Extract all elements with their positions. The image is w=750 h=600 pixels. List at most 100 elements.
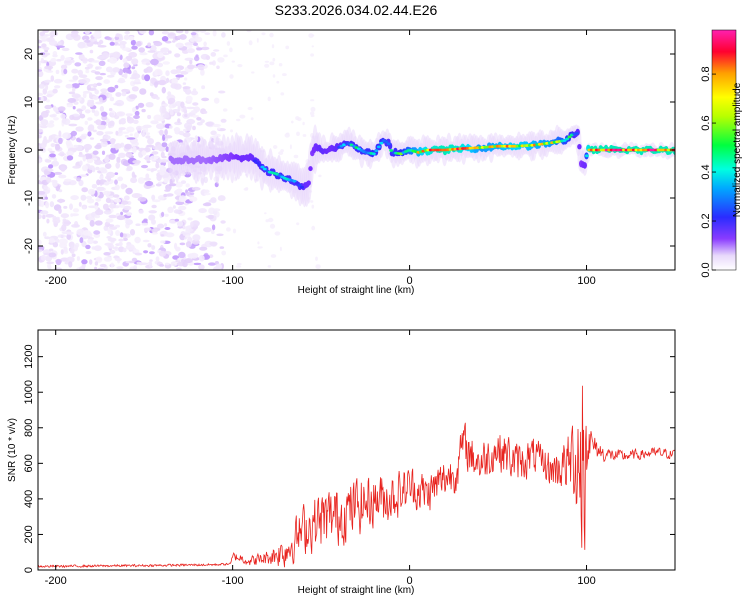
noise-blob (60, 249, 64, 255)
noise-blob (232, 228, 237, 234)
noise-blob (89, 92, 93, 98)
colorbar-label: Normalized spectral amplitude (732, 82, 743, 217)
noise-blob (84, 31, 90, 35)
noise-blob (268, 217, 274, 223)
noise-blob (182, 106, 187, 113)
noise-blob (47, 262, 52, 270)
noise-blob (74, 62, 82, 67)
noise-blob (59, 198, 63, 204)
noise-blob (175, 74, 185, 78)
noise-blob (99, 263, 107, 268)
noise-blob (40, 142, 47, 149)
noise-blob (195, 54, 199, 58)
y-tick-label: 800 (23, 419, 35, 437)
noise-blob (87, 238, 94, 244)
noise-blob (106, 224, 115, 227)
noise-blob (135, 105, 139, 110)
noise-blob (210, 52, 217, 57)
noise-blob (115, 92, 122, 97)
noise-blob (131, 66, 136, 70)
noise-blob (148, 30, 155, 36)
noise-blob (94, 266, 98, 270)
noise-blob (94, 245, 102, 252)
noise-blob (69, 248, 75, 254)
noise-blob (86, 198, 95, 204)
noise-blob (189, 60, 193, 65)
noise-blob (115, 162, 120, 169)
noise-blob (160, 234, 165, 237)
noise-blob (114, 184, 120, 191)
noise-blob (269, 32, 274, 38)
noise-blob (58, 174, 67, 179)
noise-blob (48, 40, 58, 46)
noise-blob (99, 97, 103, 103)
noise-blob (237, 64, 243, 68)
noise-blob (175, 42, 184, 48)
noise-blob (96, 131, 104, 136)
noise-blob (184, 57, 194, 61)
noise-blob (118, 241, 123, 247)
ridge-core (252, 159, 257, 163)
noise-blob (201, 97, 210, 102)
noise-blob (132, 119, 139, 125)
noise-blob (184, 114, 188, 118)
noise-blob (66, 155, 74, 161)
noise-blob (150, 58, 159, 66)
noise-blob (251, 71, 255, 74)
noise-blob (126, 126, 135, 133)
noise-blob (185, 95, 193, 103)
noise-blob (217, 127, 221, 130)
noise-blob (38, 158, 42, 164)
noise-blob (123, 62, 130, 68)
noise-blob (147, 138, 154, 145)
noise-blob (57, 41, 62, 47)
noise-blob (216, 233, 224, 237)
noise-blob (79, 237, 84, 244)
noise-blob (92, 157, 98, 161)
noise-blob (149, 92, 154, 97)
noise-blob (86, 195, 92, 200)
noise-blob (103, 79, 111, 84)
noise-blob (99, 105, 104, 112)
noise-blob (72, 208, 80, 213)
noise-blob (68, 91, 76, 95)
noise-blob (87, 99, 93, 103)
noise-blob (116, 215, 126, 221)
noise-blob (113, 198, 122, 203)
noise-blob (114, 84, 119, 89)
noise-blob (156, 96, 160, 100)
y-tick-label: 1200 (23, 344, 35, 368)
noise-blob (87, 117, 93, 121)
noise-blob (190, 110, 197, 114)
noise-blob (218, 90, 226, 94)
noise-blob (72, 87, 76, 93)
noise-blob (109, 249, 116, 254)
noise-blob (54, 238, 60, 244)
noise-blob (147, 42, 152, 47)
noise-blob (108, 108, 113, 112)
noise-blob (295, 116, 300, 121)
noise-blob (44, 170, 51, 175)
noise-blob (123, 205, 132, 211)
ridge-core (374, 149, 379, 153)
noise-blob (157, 195, 165, 201)
noise-blob (147, 50, 156, 53)
y-tick-label: 0 (23, 567, 35, 573)
noise-blob (41, 38, 48, 42)
noise-blob (164, 135, 173, 139)
ridge-core (575, 132, 579, 135)
noise-blob (129, 229, 136, 236)
noise-blob (127, 69, 132, 73)
noise-blob (64, 178, 72, 182)
noise-blob (40, 210, 49, 215)
noise-blob (124, 31, 130, 35)
noise-blob (53, 171, 63, 175)
noise-blob (257, 241, 260, 245)
noise-blob (120, 44, 124, 49)
noise-blob (182, 82, 187, 85)
noise-blob (44, 49, 48, 53)
noise-blob (55, 259, 62, 266)
x-tick-label: -100 (222, 575, 244, 587)
noise-blob (131, 73, 141, 80)
noise-blob (80, 194, 87, 201)
